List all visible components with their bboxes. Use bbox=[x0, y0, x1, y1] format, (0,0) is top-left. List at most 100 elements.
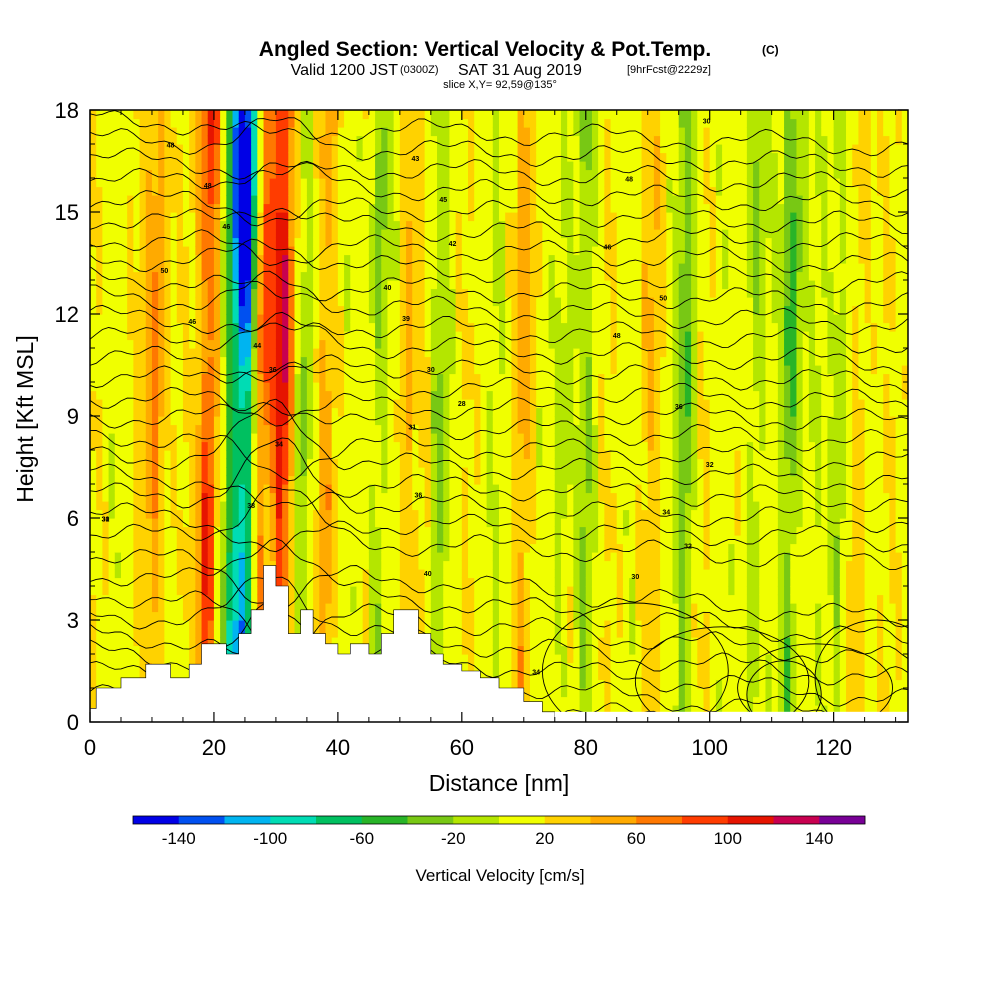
velocity-cell bbox=[424, 560, 432, 570]
velocity-cell bbox=[344, 373, 351, 383]
velocity-cell bbox=[114, 611, 122, 621]
velocity-cell bbox=[120, 467, 128, 477]
velocity-cell bbox=[344, 467, 351, 477]
velocity-cell bbox=[468, 373, 475, 383]
velocity-cell bbox=[437, 314, 444, 324]
velocity-cell bbox=[201, 543, 209, 553]
velocity-cell bbox=[331, 356, 339, 366]
velocity-cell bbox=[381, 509, 389, 519]
velocity-cell bbox=[313, 271, 320, 281]
velocity-cell bbox=[505, 195, 512, 205]
velocity-cell bbox=[201, 220, 209, 230]
velocity-cell bbox=[158, 569, 165, 579]
velocity-cell bbox=[381, 331, 389, 341]
velocity-cell bbox=[492, 390, 500, 400]
velocity-cell bbox=[244, 560, 252, 570]
velocity-cell bbox=[288, 186, 296, 196]
velocity-cell bbox=[511, 569, 519, 579]
velocity-cell bbox=[468, 118, 475, 128]
velocity-cell bbox=[213, 399, 221, 409]
velocity-cell bbox=[437, 543, 444, 553]
velocity-cell bbox=[120, 416, 128, 426]
velocity-cell bbox=[399, 110, 407, 120]
velocity-cell bbox=[133, 441, 141, 451]
velocity-cell bbox=[244, 603, 252, 613]
velocity-cell bbox=[176, 314, 184, 324]
velocity-cell bbox=[170, 356, 178, 366]
velocity-cell bbox=[176, 237, 184, 247]
velocity-cell bbox=[238, 322, 246, 332]
velocity-cell bbox=[437, 271, 444, 281]
velocity-cell bbox=[505, 560, 512, 570]
velocity-cell bbox=[96, 662, 103, 672]
velocity-cell bbox=[313, 509, 320, 519]
velocity-cell bbox=[517, 603, 525, 613]
velocity-cell bbox=[362, 594, 370, 604]
velocity-cell bbox=[182, 475, 190, 485]
velocity-cell bbox=[300, 152, 308, 162]
velocity-cell bbox=[108, 161, 116, 171]
velocity-cell bbox=[244, 450, 252, 460]
velocity-cell bbox=[263, 373, 271, 383]
velocity-cell bbox=[474, 237, 482, 247]
velocity-cell bbox=[158, 390, 165, 400]
velocity-cell bbox=[96, 220, 103, 230]
velocity-cell bbox=[368, 518, 376, 528]
velocity-cell bbox=[344, 203, 351, 213]
velocity-cell bbox=[114, 637, 122, 647]
velocity-cell bbox=[176, 671, 184, 681]
velocity-cell bbox=[244, 433, 252, 443]
velocity-cell bbox=[381, 373, 389, 383]
velocity-cell bbox=[437, 161, 444, 171]
velocity-cell bbox=[176, 186, 184, 196]
velocity-cell bbox=[418, 237, 426, 247]
velocity-cell bbox=[139, 212, 147, 222]
velocity-cell bbox=[350, 339, 358, 349]
velocity-cell bbox=[511, 662, 519, 672]
velocity-cell bbox=[170, 441, 178, 451]
velocity-cell bbox=[164, 441, 172, 451]
velocity-cell bbox=[375, 152, 382, 162]
velocity-cell bbox=[505, 586, 512, 596]
velocity-cell bbox=[164, 492, 172, 502]
velocity-cell bbox=[294, 458, 302, 468]
velocity-cell bbox=[151, 263, 159, 273]
velocity-cell bbox=[176, 339, 184, 349]
velocity-cell bbox=[337, 135, 345, 145]
velocity-cell bbox=[399, 586, 407, 596]
velocity-cell bbox=[399, 322, 407, 332]
velocity-cell bbox=[306, 186, 314, 196]
velocity-cell bbox=[511, 467, 519, 477]
velocity-cell bbox=[275, 458, 283, 468]
velocity-cell bbox=[176, 467, 184, 477]
velocity-cell bbox=[300, 220, 308, 230]
velocity-cell bbox=[120, 382, 128, 392]
velocity-cell bbox=[437, 552, 444, 562]
velocity-cell bbox=[418, 348, 426, 358]
velocity-cell bbox=[505, 229, 512, 239]
velocity-cell bbox=[418, 467, 426, 477]
velocity-cell bbox=[461, 424, 469, 434]
velocity-cell bbox=[288, 127, 296, 137]
velocity-cell bbox=[368, 390, 376, 400]
velocity-cell bbox=[480, 118, 488, 128]
velocity-cell bbox=[499, 492, 506, 502]
velocity-cell bbox=[313, 305, 320, 315]
velocity-cell bbox=[282, 543, 289, 553]
velocity-cell bbox=[331, 288, 339, 298]
velocity-cell bbox=[511, 220, 519, 230]
velocity-cell bbox=[480, 603, 488, 613]
velocity-cell bbox=[511, 586, 519, 596]
velocity-cell bbox=[170, 433, 178, 443]
velocity-cell bbox=[127, 662, 134, 672]
velocity-cell bbox=[368, 288, 376, 298]
velocity-cell bbox=[455, 169, 463, 179]
velocity-cell bbox=[344, 458, 351, 468]
velocity-cell bbox=[337, 195, 345, 205]
velocity-cell bbox=[474, 654, 482, 664]
velocity-cell bbox=[437, 305, 444, 315]
velocity-cell bbox=[176, 560, 184, 570]
velocity-cell bbox=[275, 331, 283, 341]
velocity-cell bbox=[294, 254, 302, 264]
velocity-cell bbox=[90, 654, 97, 664]
